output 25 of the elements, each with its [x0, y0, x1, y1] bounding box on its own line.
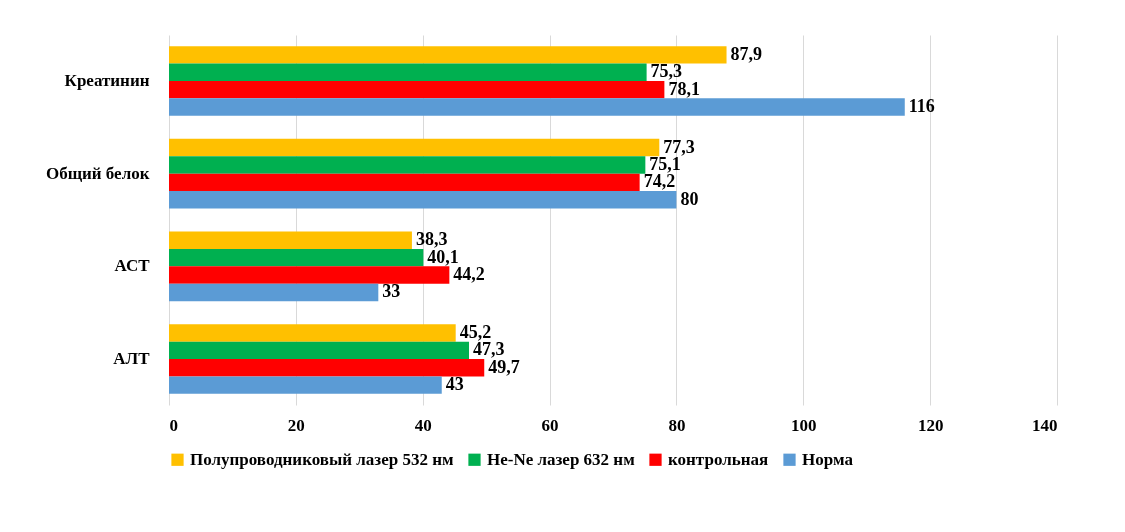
- x-tick-label: 100: [791, 415, 817, 435]
- data-label: 44,2: [453, 264, 485, 285]
- y-tick-label: Общий белок: [45, 163, 150, 183]
- legend-label: He-Ne лазер 632 нм: [487, 449, 636, 469]
- y-tick-label: Креатинин: [64, 70, 150, 90]
- x-tick-label: 120: [917, 415, 944, 435]
- x-tick-label: 60: [541, 415, 559, 435]
- data-label: 45,2: [459, 322, 492, 343]
- y-tick-label: АЛТ: [113, 349, 151, 369]
- legend-label: контрольная: [668, 449, 769, 469]
- data-label: 87,9: [730, 43, 763, 64]
- legend-label: Норма: [802, 449, 854, 469]
- x-tick-label: 80: [668, 415, 686, 435]
- x-tick-label: 0: [169, 415, 178, 435]
- data-label: 116: [908, 95, 935, 116]
- data-label: 38,3: [415, 229, 448, 250]
- data-label: 33: [382, 281, 401, 302]
- x-tick-label: 140: [1032, 415, 1058, 435]
- data-label: 80: [680, 188, 699, 209]
- x-tick-label: 40: [414, 415, 432, 435]
- legend-label: Полупроводниковый лазер 532 нм: [190, 449, 454, 469]
- data-label: 43: [445, 374, 464, 395]
- y-tick-label: АСТ: [114, 256, 151, 276]
- data-label: 75,3: [650, 61, 683, 82]
- x-tick-label: 20: [287, 415, 305, 435]
